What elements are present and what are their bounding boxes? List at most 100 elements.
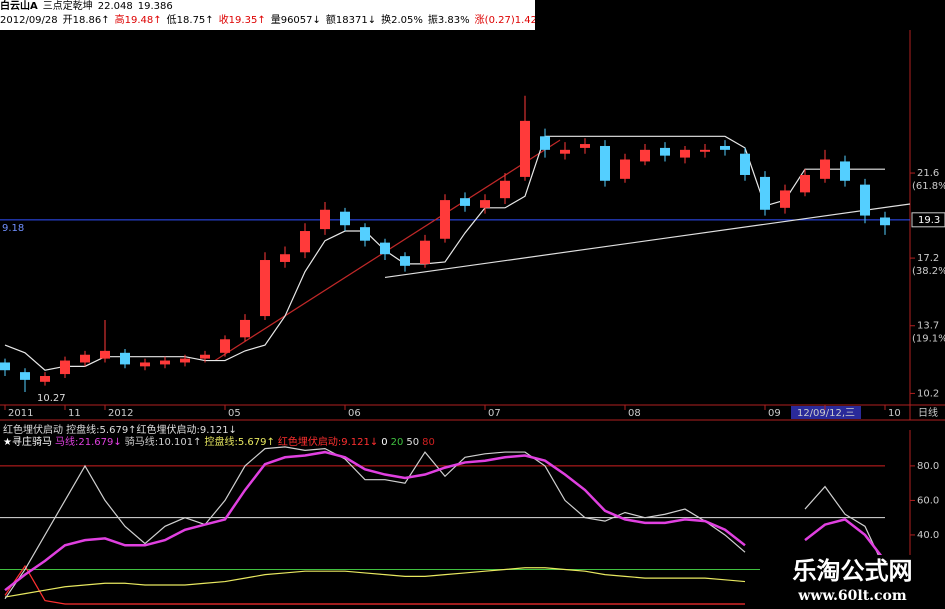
candle-body [540,136,550,150]
price-tag-box [911,212,945,228]
candle-body [580,144,590,148]
x-tick-label: 05 [228,408,241,419]
header-field: 换2.05% [381,15,423,26]
stop-line [4,135,885,371]
candle-body [520,120,530,177]
x-tick-label: 09 [768,408,781,419]
candle-body [160,360,170,365]
candle-body [880,217,890,226]
x-tick-label: 2011 [8,408,33,419]
candle-body [600,145,610,181]
candle-body [620,159,630,179]
candle-body [760,176,770,210]
candle-body [840,161,850,181]
indicator-line [4,446,886,600]
legend-value: :9.121↓ [337,437,379,448]
y-tick-label: 60.0 [917,495,939,506]
x-tick-label: 08 [628,408,641,419]
candle-body [720,145,730,150]
indicator-line [4,564,886,605]
x-tick-label: 06 [348,408,361,419]
candle-body [560,149,570,154]
period-label: 日线 [918,406,938,419]
candle-body [440,200,450,239]
legend-value: :10.101↑ [154,437,202,448]
x-tick-label: 10 [888,408,901,419]
fib-label: (19.1%) [912,334,945,345]
y-tick-label: 21.6 [917,168,939,179]
candle-body [780,190,790,208]
y-tick-label: 80.0 [917,461,939,472]
header-field: 三点定乾坤 [42,1,93,12]
candle-body [320,209,330,230]
indicator-subtitle: 红色埋伏启动 控盘线:5.679↑红色埋伏启动:9.121↓ [3,425,237,436]
x-tick-label: 2012 [108,408,133,419]
candle-body [820,159,830,179]
level-label: 0 [381,437,388,448]
header-field: 高19.48↑ [114,15,162,26]
legend-name: 马线 [54,437,75,448]
candle-body [400,256,410,266]
candle-body [500,180,510,199]
level-label: 50 [406,437,420,448]
header-line: 白云山A 三点定乾坤 22.048 19.386 [0,0,535,14]
level-label: 80 [422,437,435,448]
header-field: 白云山A [0,1,38,12]
header-line: 2012/09/28 开18.86↑ 高19.48↑ 低18.75↑ 收19.35↑ 量9… [0,14,535,28]
legend-value: :5.679↑ [234,437,275,448]
candle-body [860,184,870,216]
candle-body [340,211,350,226]
quote-header: 白云山A 三点定乾坤 22.048 19.386 2012/09/28 开18.86↑ 高1… [0,0,535,30]
candle-body [260,260,270,317]
header-field: 涨(0.27)1.42% [474,15,535,26]
header-field: 开18.86↑ [62,15,110,26]
y-tick-label: 13.7 [917,321,939,332]
candle-body [0,362,10,371]
candle-body [100,350,110,359]
candle-body [220,339,230,353]
candle-body [640,149,650,162]
legend-value: :21.679↓ [74,437,122,448]
watermark-url: www.60lt.com [798,588,907,604]
candle-body [800,174,810,193]
watermark-title: 乐淘公式网 [792,557,913,585]
candle-body [380,242,390,255]
candle-body [740,153,750,175]
low-annotation: 10.27 [37,393,66,404]
header-field: 收19.35↑ [218,15,266,26]
candle-body [200,354,210,359]
watermark: 乐淘公式网 www.60lt.com [760,555,945,609]
candle-body [300,231,310,253]
candle-body [680,149,690,158]
x-tick-label: 12/09/12,三 [797,408,855,419]
legend-name: 骑马线 [124,437,155,448]
y-tick-label: 10.2 [917,388,939,399]
fib-label: (61.8%) [912,181,945,192]
candle-body [360,227,370,241]
header-field: 低18.75↑ [166,15,214,26]
header-field: 22.048 [97,1,133,12]
candle-body [700,149,710,152]
candle-body [660,147,670,156]
candle-body [280,254,290,262]
indicator-title: ★寻庄骑马 [3,437,52,448]
indicator-line [4,450,886,592]
reference-label: 9.18 [2,223,24,234]
indicator-legend: ★寻庄骑马 马线:21.679↓ 骑马线:10.101↑ 控盘线:5.679↑ 红色埋伏… [3,433,438,448]
candle-body [40,376,50,382]
candle-body [60,360,70,375]
header-field: 额18371↓ [325,15,377,26]
y-tick-label: 40.0 [917,530,939,541]
candle-body [240,319,250,338]
x-tick-label: 07 [488,408,501,419]
legend-name: 红色埋伏启动 [277,437,338,448]
candle-body [180,358,190,363]
price-tag: 19.3 [918,215,940,226]
candle-body [420,240,430,264]
level-label: 20 [390,437,404,448]
header-field: 量96057↓ [270,15,321,26]
candle-body [120,352,130,365]
legend-name: 控盘线 [204,437,235,448]
